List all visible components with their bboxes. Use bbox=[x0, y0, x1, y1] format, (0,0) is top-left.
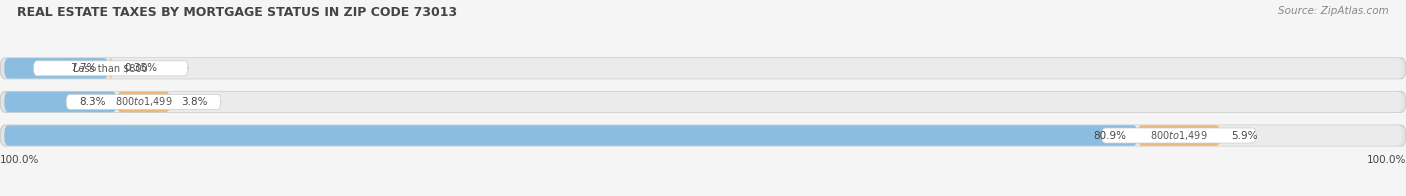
FancyBboxPatch shape bbox=[4, 125, 1402, 146]
FancyBboxPatch shape bbox=[0, 125, 1406, 146]
FancyBboxPatch shape bbox=[4, 92, 1402, 112]
Text: 100.0%: 100.0% bbox=[1367, 155, 1406, 165]
Text: Source: ZipAtlas.com: Source: ZipAtlas.com bbox=[1278, 6, 1389, 16]
FancyBboxPatch shape bbox=[1102, 128, 1257, 143]
Text: 3.8%: 3.8% bbox=[181, 97, 208, 107]
FancyBboxPatch shape bbox=[108, 58, 112, 79]
FancyBboxPatch shape bbox=[4, 58, 1402, 79]
Text: 7.7%: 7.7% bbox=[70, 63, 97, 73]
FancyBboxPatch shape bbox=[4, 125, 1137, 146]
Text: 100.0%: 100.0% bbox=[0, 155, 39, 165]
Text: Less than $800: Less than $800 bbox=[73, 63, 148, 73]
Text: 80.9%: 80.9% bbox=[1094, 131, 1126, 141]
FancyBboxPatch shape bbox=[0, 92, 1406, 112]
Text: 5.9%: 5.9% bbox=[1232, 131, 1258, 141]
Text: 0.35%: 0.35% bbox=[125, 63, 157, 73]
FancyBboxPatch shape bbox=[0, 58, 1406, 79]
Text: 8.3%: 8.3% bbox=[79, 97, 105, 107]
FancyBboxPatch shape bbox=[34, 61, 188, 76]
FancyBboxPatch shape bbox=[117, 92, 170, 112]
Text: $800 to $1,499: $800 to $1,499 bbox=[1150, 129, 1208, 142]
FancyBboxPatch shape bbox=[4, 92, 117, 112]
Text: REAL ESTATE TAXES BY MORTGAGE STATUS IN ZIP CODE 73013: REAL ESTATE TAXES BY MORTGAGE STATUS IN … bbox=[17, 6, 457, 19]
FancyBboxPatch shape bbox=[4, 58, 108, 79]
FancyBboxPatch shape bbox=[1137, 125, 1220, 146]
Text: $800 to $1,499: $800 to $1,499 bbox=[115, 95, 172, 108]
FancyBboxPatch shape bbox=[66, 94, 221, 109]
